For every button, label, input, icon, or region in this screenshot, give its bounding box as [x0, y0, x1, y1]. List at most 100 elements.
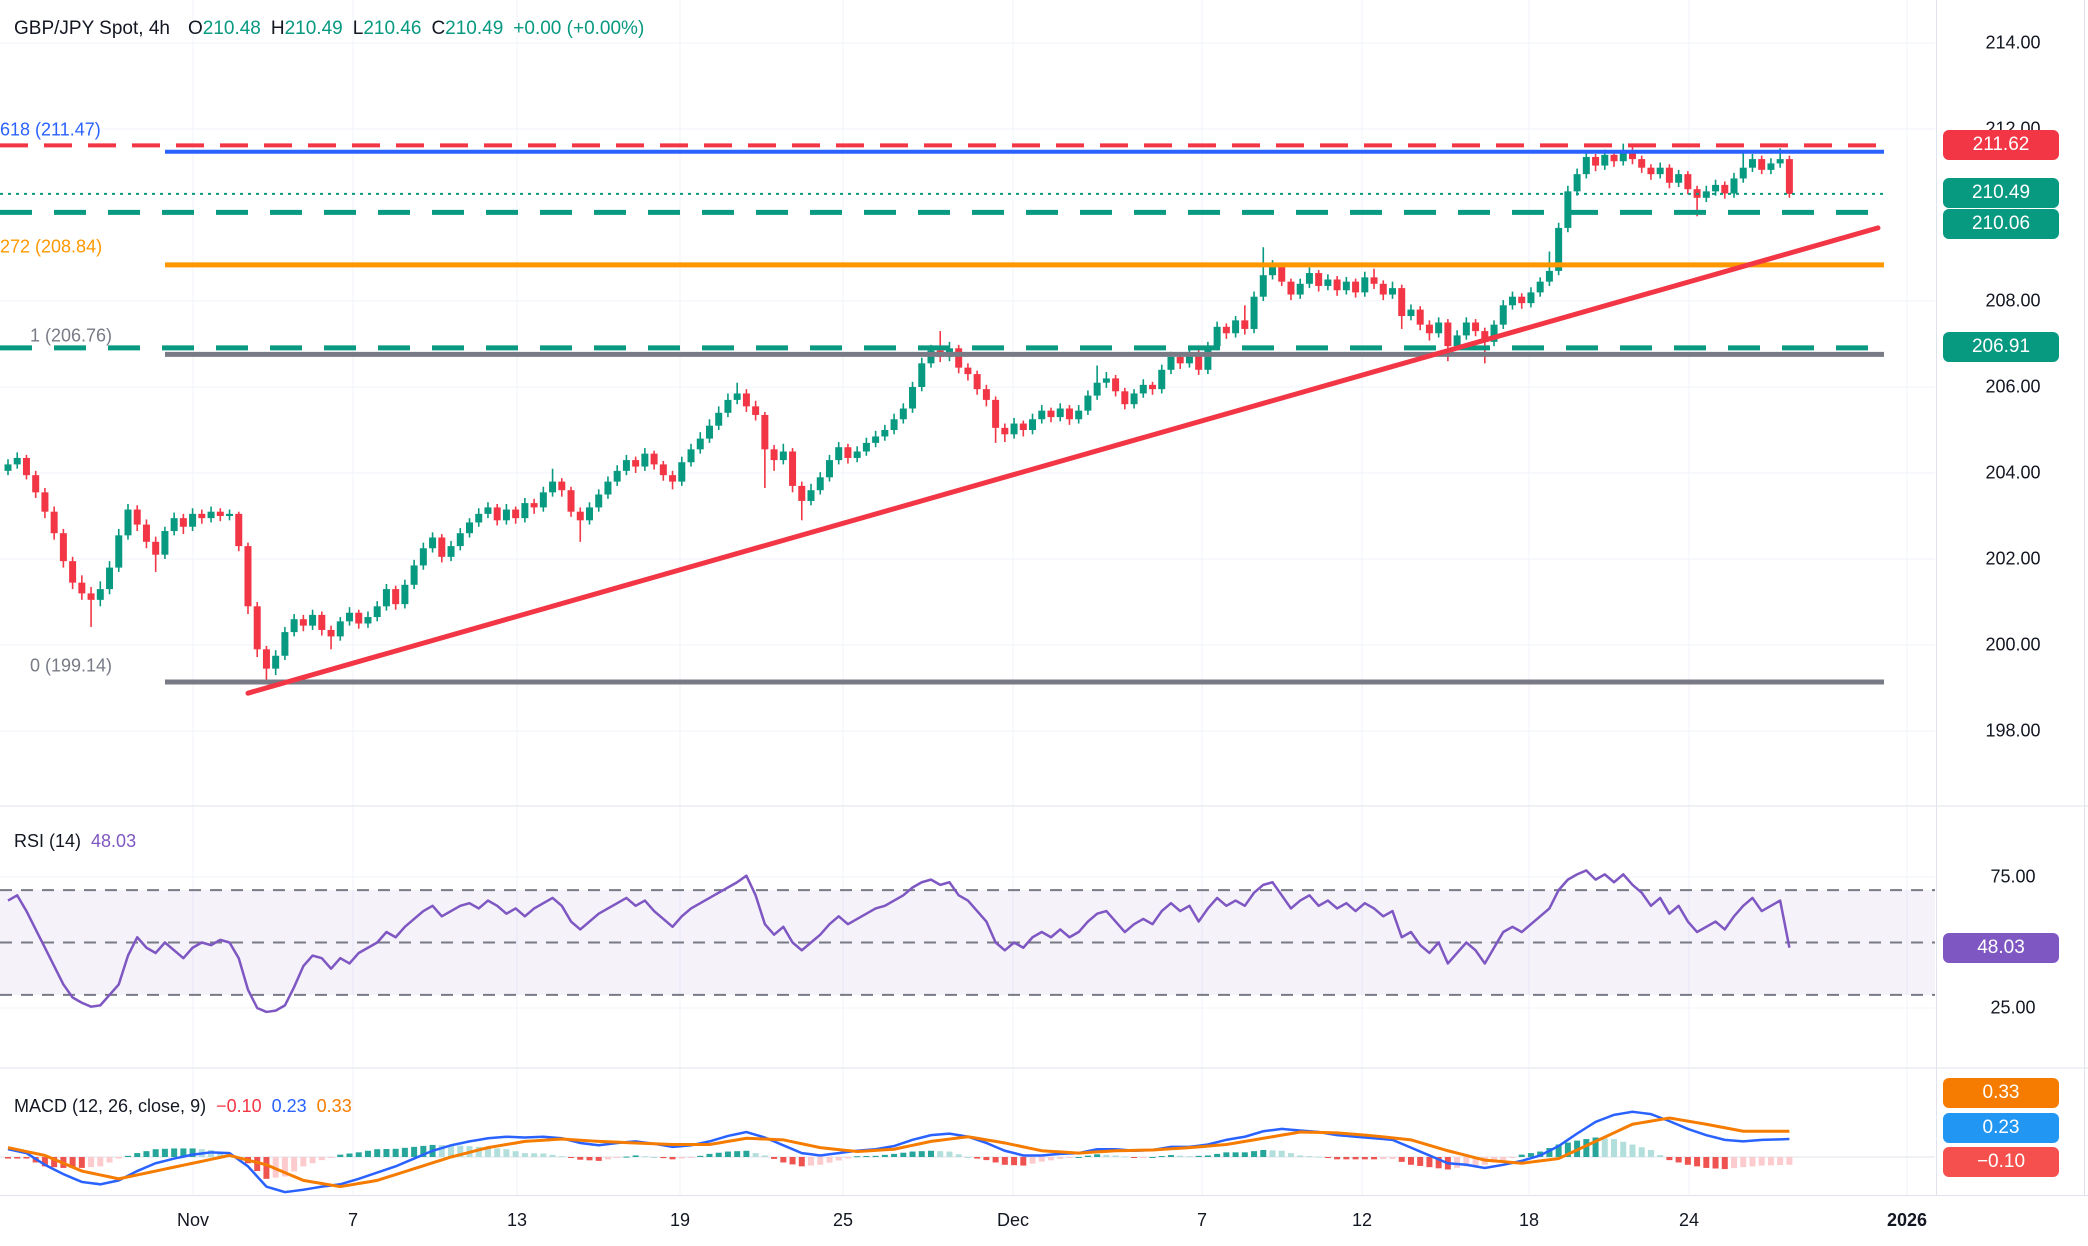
low-value: 210.46 [363, 18, 422, 39]
macd-hist-bar [1500, 1157, 1507, 1161]
macd-hist-bar [918, 1151, 925, 1157]
rsi-tick: 75.00 [1990, 866, 2036, 887]
macd-hist-bar [69, 1157, 76, 1168]
macd-hist-bar [41, 1157, 48, 1167]
macd-hist-bar [309, 1157, 316, 1164]
macd-hist-bar [1371, 1157, 1378, 1160]
price-tick: 206.00 [1985, 376, 2041, 397]
macd-hist-bar [364, 1150, 371, 1157]
macd-hist-bar [254, 1157, 261, 1172]
macd-hist-bar [1638, 1147, 1645, 1157]
macd-hist-bar [106, 1157, 113, 1163]
macd-hist-bar [891, 1153, 898, 1157]
time-axis[interactable]: Nov 7 13 19 25 Dec 7 12 18 24 2026 [0, 1195, 2088, 1246]
macd-hist-bar [1020, 1157, 1027, 1166]
macd-hist-bar [97, 1157, 104, 1167]
macd-hist-bar [281, 1157, 288, 1177]
fib-label: 618 (211.47) [0, 119, 101, 140]
macd-hist-bar [1509, 1157, 1516, 1158]
level-lines [0, 143, 1884, 696]
macd-hist-bar [1620, 1141, 1627, 1157]
macd-hist-bar [1564, 1142, 1571, 1157]
macd-hist-bar [23, 1157, 30, 1159]
macd-hist-bar [937, 1151, 944, 1157]
change-value: +0.00 (+0.00%) [513, 18, 645, 39]
price-scale[interactable]: 214.00 212.00 208.00 206.00 204.00 202.00 200.… [1936, 0, 2088, 1195]
macd-hist-bar [1361, 1157, 1368, 1160]
rsi-legend: RSI (14) 48.03 [14, 831, 136, 852]
time-label: 19 [669, 1210, 691, 1230]
macd-hist-bar [734, 1151, 741, 1157]
macd-hist-bar [1232, 1152, 1239, 1157]
macd-hist-bar [1749, 1157, 1756, 1167]
macd-hist-bar [1140, 1157, 1147, 1158]
macd-hist-bar [1278, 1150, 1285, 1157]
macd-hist-bar [1131, 1157, 1138, 1158]
macd-hist-bar [1407, 1157, 1414, 1165]
macd-hist-bar [1527, 1153, 1534, 1157]
rsi-tick: 25.00 [1990, 997, 2036, 1018]
macd-hist-bar [171, 1148, 178, 1157]
macd-hist-bar [392, 1148, 399, 1157]
macd-hist-bar [1786, 1157, 1793, 1165]
rsi-label[interactable]: RSI (14) [14, 831, 82, 851]
macd-hist-bar [438, 1145, 445, 1157]
macd-hist-bar [420, 1145, 427, 1157]
macd-hist-bar [88, 1157, 95, 1168]
macd-hist-bar [854, 1156, 861, 1158]
macd-hist-bar [1287, 1153, 1294, 1157]
macd-hist-bar [595, 1157, 602, 1161]
macd-hist-bar [1398, 1157, 1405, 1162]
macd-hist-bar [1121, 1156, 1128, 1158]
rsi-line [7, 869, 1791, 1014]
macd-signal-line [7, 1116, 1790, 1189]
macd-label[interactable]: MACD (12, 26, close, 9) [14, 1096, 207, 1116]
open-label: O210.48 [187, 18, 261, 39]
price-badge: 210.49 [1943, 178, 2059, 208]
symbol-name[interactable]: GBP/JPY Spot, 4h [14, 18, 170, 39]
time-label: 18 [1518, 1210, 1540, 1230]
macd-hist-bar [1472, 1157, 1479, 1166]
macd-hist-bar [1038, 1157, 1045, 1162]
macd-hist-bar [401, 1147, 408, 1157]
macd-line [7, 1110, 1790, 1194]
macd-hist-bar [1167, 1155, 1174, 1157]
macd-hist-bar [549, 1154, 556, 1157]
macd-hist-bar [1694, 1157, 1701, 1167]
price-badge: 211.62 [1943, 130, 2059, 160]
macd-hist-bar [1611, 1139, 1618, 1157]
macd-hist-bar [946, 1151, 953, 1157]
macd-hist-bar [291, 1157, 298, 1172]
macd-hist-bar [5, 1157, 11, 1159]
macd-hist-bar [457, 1145, 464, 1157]
macd-hist-bar [346, 1153, 353, 1157]
time-label: Nov [176, 1210, 210, 1230]
macd-hist-bar [51, 1157, 58, 1168]
macd-hist-bar [604, 1157, 611, 1160]
macd-hist-bar [1001, 1157, 1008, 1165]
price-badge: 206.91 [1943, 332, 2059, 362]
macd-hist-bar [1417, 1157, 1424, 1166]
macd-hist-bar [1269, 1150, 1276, 1157]
macd-hist-bar [771, 1157, 778, 1159]
macd-hist-bar [558, 1156, 565, 1158]
macd-hist-bar [14, 1157, 21, 1159]
macd-hist-bar [374, 1149, 381, 1157]
macd-hist-bar [152, 1149, 159, 1157]
macd-hist-bar [1011, 1157, 1018, 1166]
macd-hist-bar [1334, 1157, 1341, 1160]
macd-hist-bar [1057, 1157, 1064, 1159]
macd-hist-bar [1657, 1155, 1664, 1157]
macd-hist-bar [789, 1157, 796, 1165]
macd-hist-bar [761, 1155, 768, 1157]
fib-label: 272 (208.84) [0, 236, 103, 257]
macd-hist-bar [835, 1157, 842, 1161]
macd-hist-bar [1186, 1156, 1193, 1158]
macd-hist-bar [1426, 1157, 1433, 1168]
macd-hist-bar [1583, 1139, 1590, 1157]
macd-hist-bar [872, 1155, 879, 1157]
macd-hist-bar [1204, 1155, 1211, 1157]
macd-hist-bar [1435, 1157, 1442, 1169]
time-label: Dec [996, 1210, 1030, 1230]
